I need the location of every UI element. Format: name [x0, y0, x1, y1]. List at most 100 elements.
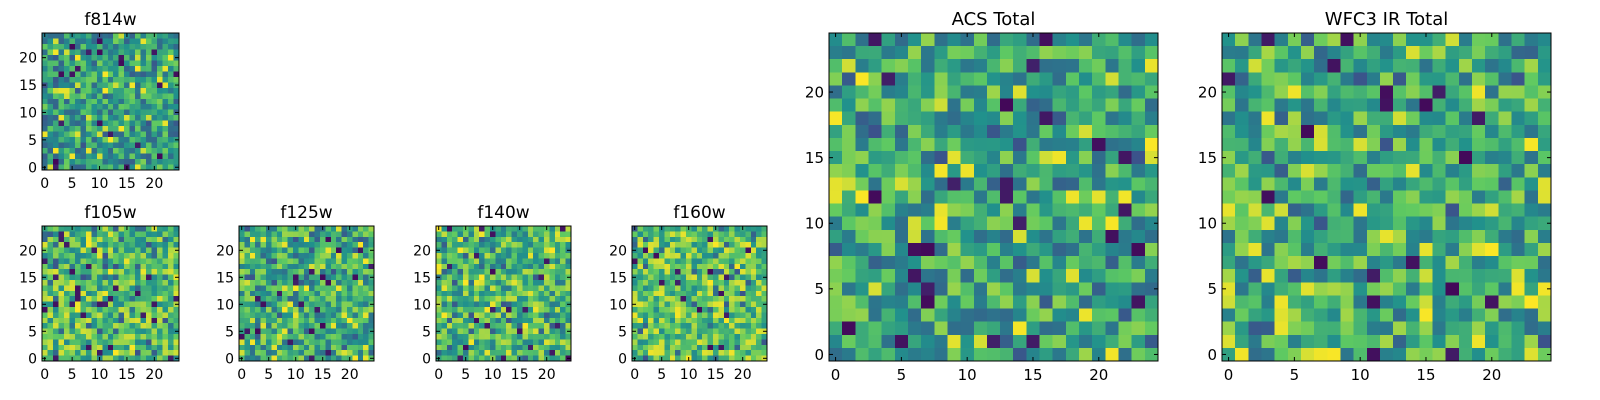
heatmap-cell [907, 256, 922, 270]
heatmap-cell [124, 43, 131, 50]
heatmap-cell [1340, 282, 1354, 296]
heatmap-cell [745, 280, 752, 286]
heatmap-cell [1079, 216, 1093, 231]
heatmap-cell [336, 242, 342, 248]
heatmap-cell [135, 87, 142, 94]
heatmap-cell [124, 263, 131, 270]
heatmap-cell [680, 263, 687, 270]
heatmap-cell [441, 307, 448, 313]
x-tick-label: 20 [1482, 366, 1501, 384]
heatmap-cell [1274, 85, 1289, 99]
heatmap-cell [341, 323, 348, 329]
heatmap-cell [168, 301, 174, 308]
heatmap-cell [490, 334, 496, 340]
heatmap-cell [894, 269, 909, 283]
heatmap-cell [244, 296, 251, 302]
heatmap-cell [707, 307, 714, 313]
heatmap-cell [500, 290, 507, 297]
heatmap-cell [107, 339, 114, 346]
heatmap-cell [74, 301, 81, 308]
heatmap-cell [1039, 203, 1054, 218]
heatmap-cell [842, 203, 856, 218]
heatmap-cell [511, 296, 518, 302]
heatmap-cell [1366, 347, 1381, 362]
heatmap-cell [1000, 124, 1014, 139]
heatmap-cell [80, 296, 87, 302]
heatmap-cell [309, 350, 315, 356]
heatmap-cell [162, 280, 169, 286]
heatmap-cell [85, 236, 92, 243]
heatmap-cell [1235, 124, 1249, 139]
heatmap-cell [842, 269, 856, 283]
heatmap-cell [129, 60, 136, 67]
heatmap-cell [1131, 242, 1146, 257]
heatmap-cell [266, 296, 272, 302]
heatmap-cell [124, 296, 131, 302]
heatmap-cell [341, 258, 348, 265]
heatmap-cell [1445, 269, 1460, 283]
heatmap-cell [642, 226, 649, 232]
heatmap-cell [1274, 72, 1289, 86]
y-tick-label: 10 [1198, 215, 1217, 233]
heatmap-cell [842, 98, 856, 113]
heatmap-cell [686, 242, 692, 248]
heatmap-cell [1406, 98, 1420, 113]
heatmap-cell [63, 290, 70, 297]
heatmap-cell [107, 344, 114, 351]
heatmap-cell [473, 317, 480, 324]
heatmap-cells [1222, 33, 1552, 362]
heatmap-cell [829, 124, 843, 139]
heatmap-cell [118, 60, 125, 67]
heatmap-cell [129, 258, 136, 265]
heatmap-cell [293, 247, 299, 254]
heatmap-cell [675, 344, 681, 351]
heatmap-cell [58, 131, 65, 138]
heatmap-cell [157, 142, 163, 149]
x-tick-label: 15 [1416, 366, 1435, 384]
heatmap-cell [266, 328, 272, 335]
heatmap-cell [1105, 124, 1119, 139]
x-tick-label: 15 [511, 367, 529, 383]
heatmap-cell [1537, 137, 1552, 152]
heatmap-cell [260, 258, 267, 265]
heatmap-cell [1118, 137, 1133, 152]
heatmap-cell [135, 334, 142, 340]
heatmap-cell [740, 350, 746, 356]
heatmap-cell [713, 258, 719, 265]
heatmap-cell [1406, 59, 1420, 73]
heatmap-cell [554, 226, 561, 232]
heatmap-cell [47, 65, 54, 72]
heatmap-cell [47, 258, 54, 265]
heatmap-cell [157, 115, 163, 122]
heatmap-cell [868, 137, 883, 152]
heatmap-cell [363, 269, 369, 275]
heatmap-cell [314, 280, 321, 286]
heatmap-cell [1065, 282, 1080, 296]
heatmap-cell [352, 231, 359, 238]
heatmap-cell [1498, 164, 1512, 178]
heatmap-cell [560, 328, 566, 335]
heatmap-cell [1498, 98, 1512, 113]
heatmap-cell [436, 269, 442, 275]
heatmap-cell [718, 263, 725, 270]
heatmap-cell [363, 274, 369, 281]
heatmap-cell [1406, 229, 1420, 244]
heatmap-cell [829, 256, 843, 270]
heatmap-cell [47, 54, 54, 61]
heatmap-cell [1300, 59, 1315, 73]
heatmap-cell [463, 280, 469, 286]
heatmap-cell [102, 317, 109, 324]
heatmap-cell [446, 226, 453, 232]
heatmap-cell [680, 328, 687, 335]
heatmap-cell [686, 274, 692, 281]
heatmap-cell [463, 247, 469, 254]
heatmap-cell [162, 344, 169, 351]
heatmap-cell [522, 328, 529, 335]
heatmap-cell [162, 312, 169, 319]
heatmap-cell [669, 231, 676, 238]
heatmap-cell [642, 350, 649, 356]
heatmap-cell [58, 355, 65, 362]
heatmap-cell [146, 280, 152, 286]
heatmap-cell [74, 87, 81, 94]
heatmap-cell [452, 290, 458, 297]
